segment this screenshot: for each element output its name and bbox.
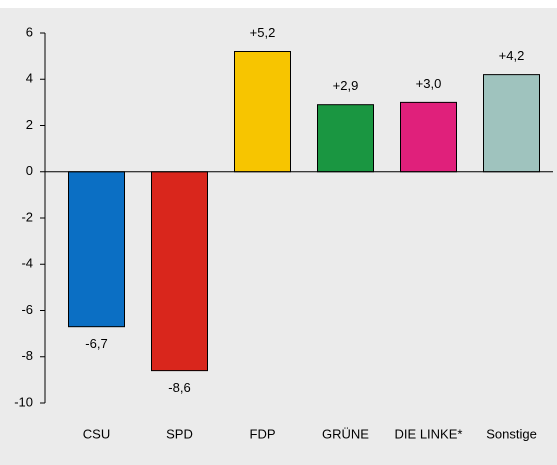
y-tick-label: 0: [26, 163, 33, 178]
value-label: +2,9: [333, 78, 359, 93]
value-label: -6,7: [85, 336, 107, 351]
bar: [151, 171, 208, 372]
y-tick-label: -6: [21, 302, 33, 317]
bar: [68, 171, 125, 328]
y-tick-label: -8: [21, 348, 33, 363]
x-tick-label: CSU: [83, 426, 110, 441]
bar: [317, 104, 374, 173]
value-label: +5,2: [250, 25, 276, 40]
y-tick-label: -2: [21, 209, 33, 224]
x-tick-label: DIE LINKE*: [395, 426, 463, 441]
y-tick-label: 2: [26, 117, 33, 132]
x-tick-label: FDP: [250, 426, 276, 441]
x-tick-label: SPD: [166, 426, 193, 441]
y-tick-label: -4: [21, 256, 33, 271]
value-label: -8,6: [168, 380, 190, 395]
bar: [483, 74, 540, 173]
y-tick-label: -10: [14, 394, 33, 409]
bar: [234, 51, 291, 173]
bar: [400, 101, 457, 173]
value-label: +3,0: [416, 76, 442, 91]
y-tick-label: 4: [26, 71, 33, 86]
x-tick-label: Sonstige: [486, 426, 537, 441]
top-strip: [0, 0, 557, 8]
y-tick-label: 6: [26, 24, 33, 39]
x-tick-label: GRÜNE: [322, 426, 369, 441]
value-label: +4,2: [499, 48, 525, 63]
